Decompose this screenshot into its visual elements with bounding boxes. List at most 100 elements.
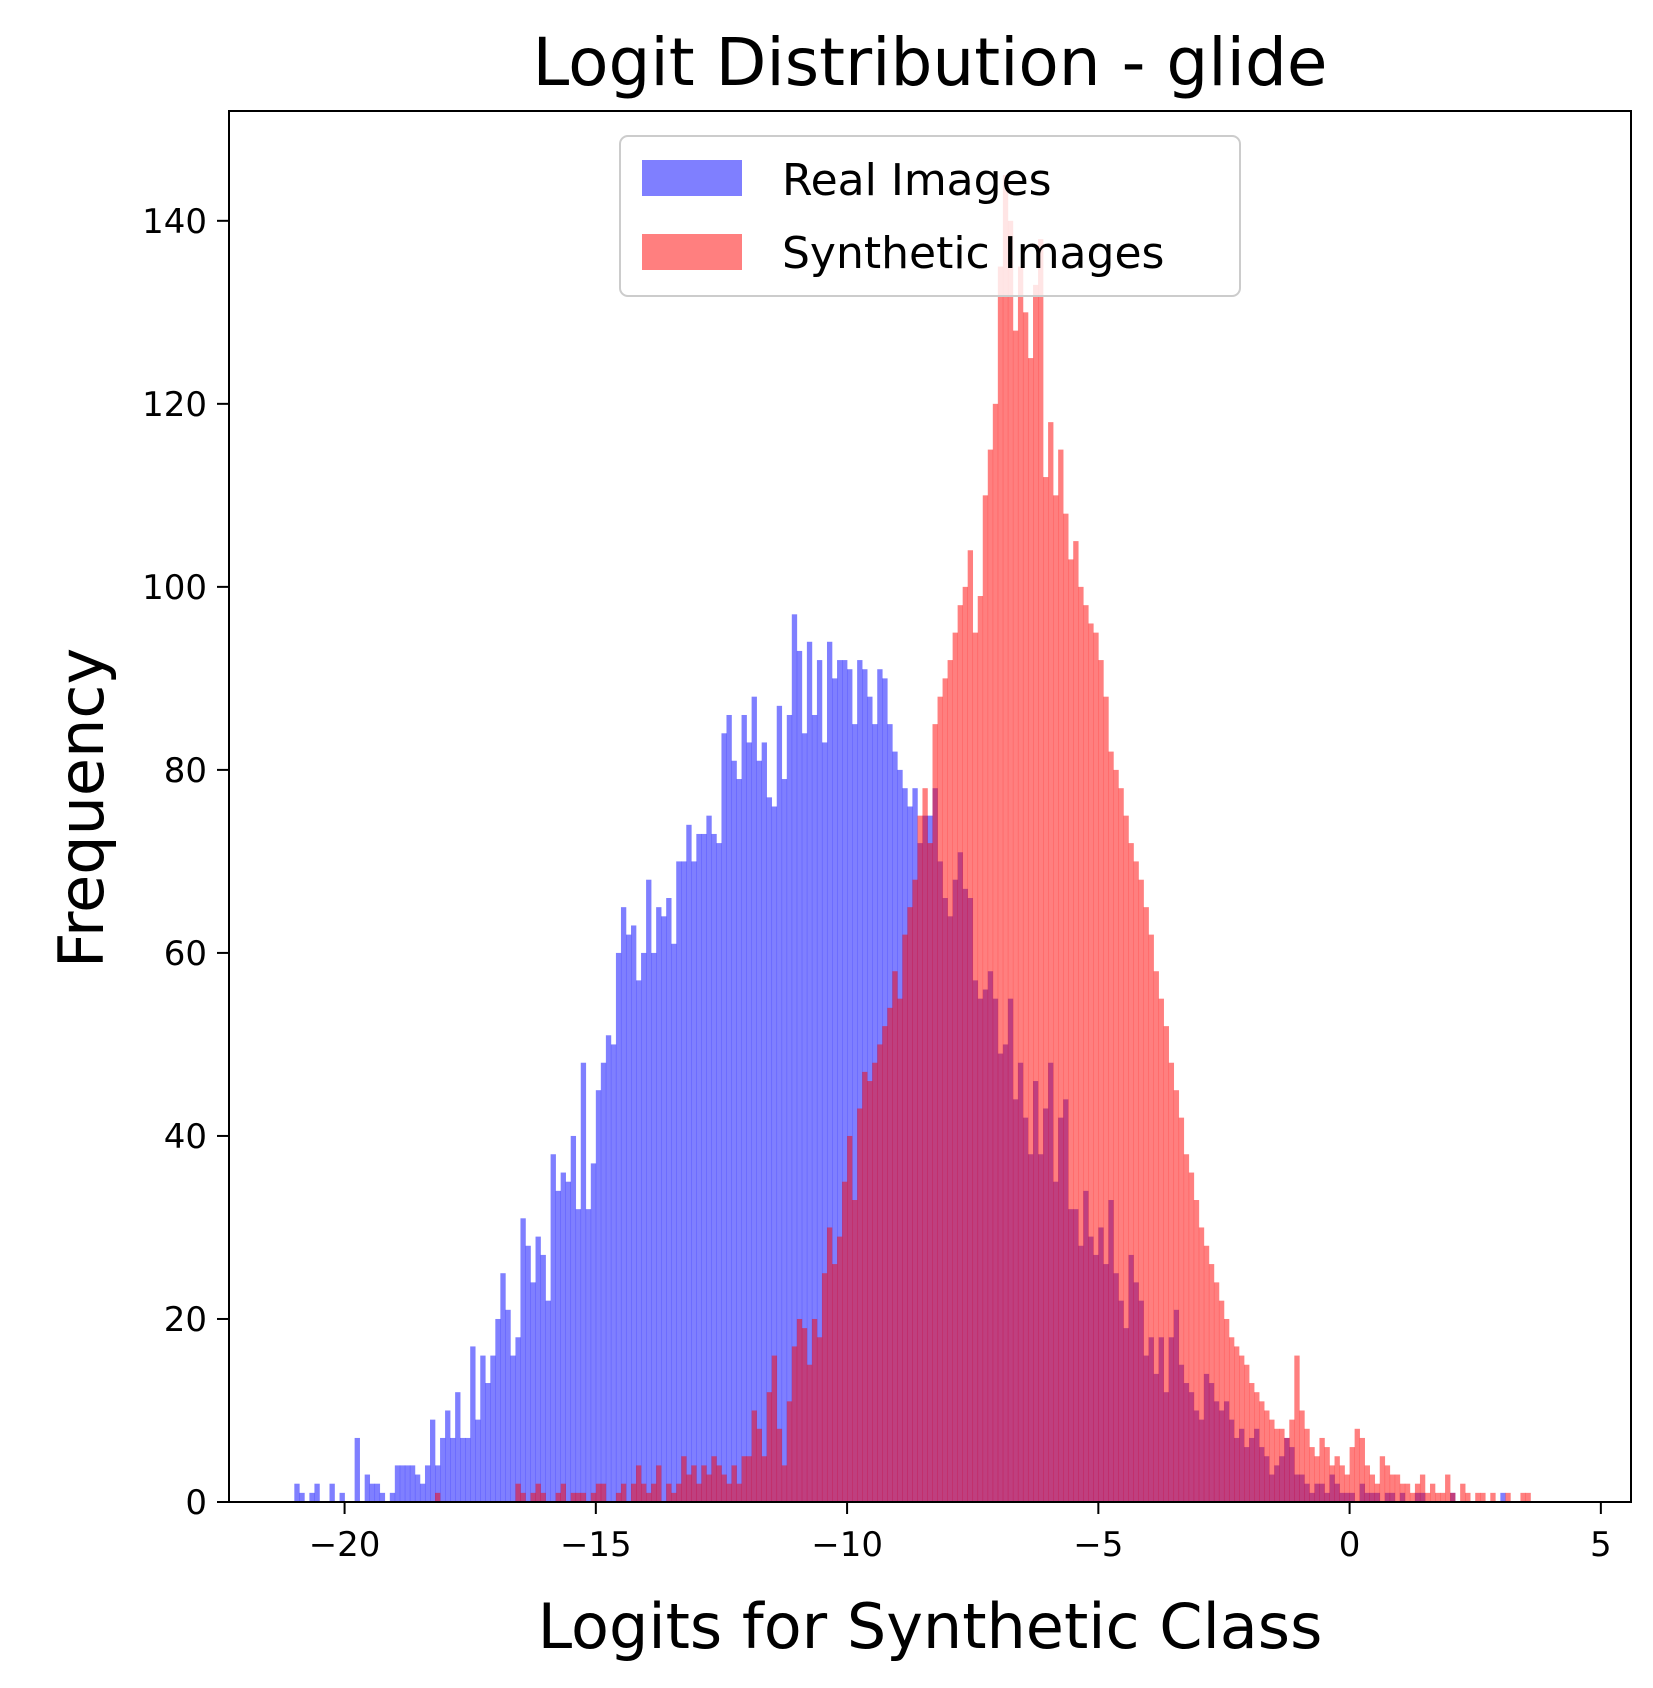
- bar-synthetic: [877, 1044, 883, 1502]
- bar-synthetic: [1038, 239, 1044, 1503]
- bar-synthetic: [897, 998, 903, 1502]
- bar-real: [761, 742, 767, 1502]
- bar-real: [796, 650, 803, 1502]
- bar-synthetic: [540, 1492, 546, 1502]
- bar-synthetic: [761, 1456, 767, 1502]
- bar-synthetic: [1460, 1483, 1466, 1502]
- bar-real: [646, 879, 652, 1502]
- y-tick-label: 0: [185, 1483, 207, 1523]
- bar-real: [600, 1062, 607, 1502]
- bar-synthetic: [1198, 1227, 1205, 1502]
- bar-real: [721, 733, 727, 1502]
- bar-real: [731, 760, 737, 1502]
- x-tick-label: −5: [1073, 1525, 1123, 1565]
- bar-synthetic: [892, 971, 898, 1502]
- bar-real: [776, 705, 783, 1502]
- bar-synthetic: [1450, 1492, 1456, 1502]
- bar-synthetic: [1223, 1318, 1230, 1502]
- bar-real: [515, 1337, 521, 1502]
- bar-real: [389, 1492, 396, 1502]
- bar-real: [430, 1419, 436, 1502]
- bar-synthetic: [987, 449, 994, 1503]
- bar-real: [374, 1483, 381, 1502]
- bar-synthetic: [1138, 879, 1144, 1502]
- bar-real: [424, 1465, 431, 1502]
- bar-real: [806, 641, 813, 1502]
- bar-synthetic: [1128, 843, 1134, 1502]
- bar-real: [590, 1163, 597, 1502]
- bar-synthetic: [736, 1483, 742, 1502]
- bar-real: [696, 833, 702, 1502]
- bar-synthetic: [646, 1492, 652, 1502]
- bar-real: [791, 614, 798, 1502]
- bar-synthetic: [580, 1492, 587, 1502]
- bar-real: [676, 861, 682, 1502]
- bar-real: [399, 1465, 406, 1502]
- bar-real: [811, 714, 818, 1502]
- bar-synthetic: [1244, 1364, 1250, 1502]
- x-tick-label: −10: [811, 1525, 883, 1565]
- bar-synthetic: [681, 1456, 687, 1502]
- bar-synthetic: [867, 1081, 873, 1502]
- bar-synthetic: [952, 632, 958, 1502]
- bar-synthetic: [656, 1465, 662, 1502]
- bar-synthetic: [1203, 1245, 1210, 1502]
- legend-box: [619, 135, 1241, 297]
- bar-real: [404, 1465, 411, 1502]
- bar-synthetic: [1520, 1492, 1526, 1502]
- bar-synthetic: [741, 1456, 747, 1502]
- bar-synthetic: [1143, 907, 1149, 1502]
- bar-synthetic: [776, 1428, 783, 1502]
- bar-real: [505, 1309, 511, 1502]
- bar-synthetic: [917, 815, 923, 1502]
- bar-real: [666, 898, 672, 1502]
- bar-real: [535, 1236, 541, 1502]
- synthetic-images-bars: [435, 175, 1531, 1503]
- bar-synthetic: [1254, 1392, 1260, 1502]
- bar-synthetic: [862, 1071, 868, 1502]
- bar-synthetic: [1369, 1474, 1376, 1502]
- bar-synthetic: [1364, 1465, 1370, 1502]
- bar-real: [801, 733, 808, 1502]
- bar-real: [480, 1355, 486, 1502]
- bar-synthetic: [651, 1483, 657, 1502]
- bar-synthetic: [1007, 220, 1014, 1502]
- bar-synthetic: [1022, 312, 1029, 1502]
- bar-synthetic: [1193, 1200, 1200, 1502]
- bar-synthetic: [1098, 660, 1104, 1502]
- bar-synthetic: [575, 1492, 582, 1502]
- bar-real: [716, 843, 722, 1502]
- bar-synthetic: [1113, 769, 1119, 1502]
- bar-real: [837, 660, 843, 1502]
- bar-synthetic: [1012, 330, 1019, 1502]
- bar-real: [671, 943, 677, 1502]
- bar-real: [857, 660, 863, 1502]
- bar-synthetic: [1435, 1492, 1441, 1502]
- bar-real: [821, 742, 828, 1502]
- bar-real: [736, 779, 742, 1502]
- bar-real: [369, 1483, 376, 1502]
- bar-real: [309, 1492, 315, 1502]
- bar-synthetic: [1490, 1492, 1496, 1502]
- bar-synthetic: [615, 1492, 622, 1502]
- bar-synthetic: [1429, 1483, 1436, 1502]
- bar-synthetic: [641, 1483, 647, 1502]
- bar-real: [465, 1437, 471, 1502]
- bar-synthetic: [1440, 1492, 1446, 1502]
- bar-real: [490, 1355, 496, 1502]
- bar-synthetic: [1284, 1437, 1290, 1502]
- bar-synthetic: [947, 660, 953, 1502]
- bar-synthetic: [1017, 266, 1024, 1502]
- bar-real: [394, 1465, 401, 1502]
- bar-synthetic: [1093, 632, 1099, 1502]
- chart-title: Logit Distribution - glide: [533, 24, 1328, 101]
- bar-real: [455, 1392, 461, 1502]
- bar-real: [756, 760, 762, 1502]
- bar-synthetic: [590, 1492, 597, 1502]
- bar-synthetic: [957, 605, 963, 1502]
- legend-swatch-synthetic: [642, 234, 742, 270]
- bar-synthetic: [746, 1456, 752, 1502]
- bar-real: [414, 1474, 421, 1502]
- bar-synthetic: [1259, 1401, 1265, 1502]
